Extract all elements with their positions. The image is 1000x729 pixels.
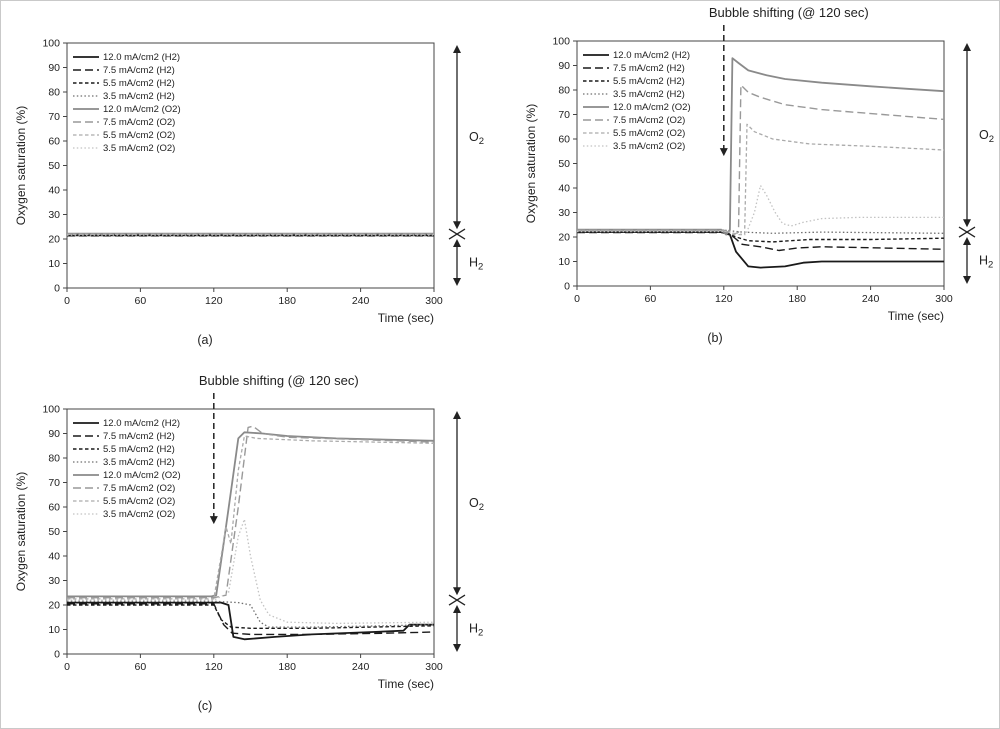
svg-text:5.5 mA/cm2 (O2): 5.5 mA/cm2 (O2) — [103, 496, 175, 507]
svg-text:180: 180 — [278, 661, 296, 673]
svg-text:50: 50 — [48, 526, 60, 538]
svg-text:120: 120 — [205, 295, 223, 307]
svg-text:120: 120 — [205, 661, 223, 673]
svg-text:O2: O2 — [469, 130, 484, 147]
svg-text:12.0 mA/cm2 (O2): 12.0 mA/cm2 (O2) — [103, 104, 181, 115]
svg-text:Oxygen saturation (%): Oxygen saturation (%) — [524, 104, 538, 223]
svg-text:60: 60 — [135, 295, 147, 307]
svg-text:30: 30 — [48, 209, 60, 221]
svg-text:3.5 mA/cm2 (O2): 3.5 mA/cm2 (O2) — [103, 509, 175, 520]
svg-text:20: 20 — [558, 232, 570, 244]
svg-text:70: 70 — [558, 109, 570, 121]
svg-text:7.5 mA/cm2 (O2): 7.5 mA/cm2 (O2) — [103, 117, 175, 128]
svg-text:90: 90 — [48, 62, 60, 74]
chart-a-caption: (a) — [197, 333, 213, 347]
svg-text:30: 30 — [558, 207, 570, 219]
svg-text:20: 20 — [48, 600, 60, 612]
svg-text:40: 40 — [558, 183, 570, 195]
svg-text:240: 240 — [352, 295, 370, 307]
chart-a-canvas: 0 10 20 30 40 50 60 70 80 90 100 0 60 120 180 240 300 Oxy… — [14, 38, 484, 326]
svg-text:12.0 mA/cm2 (H2): 12.0 mA/cm2 (H2) — [613, 50, 690, 61]
svg-text:80: 80 — [48, 453, 60, 465]
svg-text:10: 10 — [48, 258, 60, 270]
svg-text:Oxygen saturation (%): Oxygen saturation (%) — [14, 106, 28, 225]
svg-text:7.5 mA/cm2 (H2): 7.5 mA/cm2 (H2) — [103, 65, 175, 76]
svg-text:3.5 mA/cm2 (O2): 3.5 mA/cm2 (O2) — [103, 143, 175, 154]
svg-text:10: 10 — [48, 624, 60, 636]
svg-text:70: 70 — [48, 477, 60, 489]
svg-text:Bubble shifting (@ 120 sec): Bubble shifting (@ 120 sec) — [709, 5, 869, 20]
svg-text:5.5 mA/cm2 (H2): 5.5 mA/cm2 (H2) — [103, 78, 175, 89]
svg-text:5.5 mA/cm2 (H2): 5.5 mA/cm2 (H2) — [103, 444, 175, 455]
svg-text:Time (sec): Time (sec) — [378, 311, 434, 325]
chart-c-caption: (c) — [197, 699, 213, 713]
chart-c: 0 10 20 30 40 50 60 70 80 90 100 0 60 120 180 240 300 Oxy… — [9, 369, 491, 713]
svg-text:80: 80 — [558, 85, 570, 97]
svg-text:7.5 mA/cm2 (O2): 7.5 mA/cm2 (O2) — [613, 115, 685, 126]
svg-text:90: 90 — [48, 428, 60, 440]
svg-text:60: 60 — [48, 502, 60, 514]
svg-text:0: 0 — [54, 649, 60, 661]
svg-text:20: 20 — [48, 234, 60, 246]
svg-text:Oxygen saturation (%): Oxygen saturation (%) — [14, 472, 28, 591]
svg-text:50: 50 — [48, 160, 60, 172]
svg-text:60: 60 — [558, 134, 570, 146]
svg-text:40: 40 — [48, 551, 60, 563]
chart-c-canvas: 0 10 20 30 40 50 60 70 80 90 100 0 60 120 180 240 300 Oxy… — [14, 373, 484, 691]
svg-text:0: 0 — [64, 661, 70, 673]
svg-text:240: 240 — [862, 293, 880, 305]
svg-text:60: 60 — [135, 661, 147, 673]
svg-text:Time (sec): Time (sec) — [378, 677, 434, 691]
svg-text:7.5 mA/cm2 (H2): 7.5 mA/cm2 (H2) — [613, 63, 685, 74]
chart-b-caption: (b) — [707, 331, 723, 345]
svg-text:300: 300 — [425, 295, 443, 307]
chart-a: 0 10 20 30 40 50 60 70 80 90 100 0 60 120 180 240 300 Oxy… — [9, 3, 491, 348]
svg-text:60: 60 — [48, 136, 60, 148]
svg-text:300: 300 — [935, 293, 953, 305]
svg-text:12.0 mA/cm2 (H2): 12.0 mA/cm2 (H2) — [103, 418, 180, 429]
svg-text:80: 80 — [48, 87, 60, 99]
svg-text:100: 100 — [42, 404, 60, 416]
svg-text:70: 70 — [48, 111, 60, 123]
svg-text:100: 100 — [42, 38, 60, 50]
svg-text:180: 180 — [278, 295, 296, 307]
svg-text:H2: H2 — [469, 256, 483, 273]
svg-text:50: 50 — [558, 158, 570, 170]
svg-text:100: 100 — [552, 36, 570, 48]
chart-b: 0 10 20 30 40 50 60 70 80 90 100 0 60 120 180 240 300 Oxy… — [519, 1, 999, 345]
svg-text:180: 180 — [788, 293, 806, 305]
svg-text:H2: H2 — [469, 622, 483, 639]
svg-text:7.5 mA/cm2 (H2): 7.5 mA/cm2 (H2) — [103, 431, 175, 442]
chart-b-canvas: 0 10 20 30 40 50 60 70 80 90 100 0 60 120 180 240 300 Oxy… — [524, 5, 994, 323]
svg-text:5.5 mA/cm2 (H2): 5.5 mA/cm2 (H2) — [613, 76, 685, 87]
svg-text:5.5 mA/cm2 (O2): 5.5 mA/cm2 (O2) — [103, 130, 175, 141]
svg-text:5.5 mA/cm2 (O2): 5.5 mA/cm2 (O2) — [613, 128, 685, 139]
svg-text:0: 0 — [564, 281, 570, 293]
svg-text:3.5 mA/cm2 (O2): 3.5 mA/cm2 (O2) — [613, 141, 685, 152]
svg-text:90: 90 — [558, 60, 570, 72]
svg-text:0: 0 — [64, 295, 70, 307]
svg-text:0: 0 — [574, 293, 580, 305]
svg-text:60: 60 — [645, 293, 657, 305]
svg-text:120: 120 — [715, 293, 733, 305]
svg-text:3.5 mA/cm2 (H2): 3.5 mA/cm2 (H2) — [103, 457, 175, 468]
svg-text:30: 30 — [48, 575, 60, 587]
svg-text:12.0 mA/cm2 (O2): 12.0 mA/cm2 (O2) — [613, 102, 691, 113]
svg-text:7.5 mA/cm2 (O2): 7.5 mA/cm2 (O2) — [103, 483, 175, 494]
svg-text:Time (sec): Time (sec) — [888, 309, 944, 323]
svg-text:H2: H2 — [979, 254, 993, 271]
svg-text:0: 0 — [54, 283, 60, 295]
svg-text:10: 10 — [558, 256, 570, 268]
svg-text:O2: O2 — [979, 128, 994, 145]
svg-text:3.5 mA/cm2 (H2): 3.5 mA/cm2 (H2) — [613, 89, 685, 100]
svg-text:300: 300 — [425, 661, 443, 673]
svg-text:40: 40 — [48, 185, 60, 197]
svg-text:12.0 mA/cm2 (O2): 12.0 mA/cm2 (O2) — [103, 470, 181, 481]
svg-text:12.0 mA/cm2 (H2): 12.0 mA/cm2 (H2) — [103, 52, 180, 63]
svg-text:3.5 mA/cm2 (H2): 3.5 mA/cm2 (H2) — [103, 91, 175, 102]
svg-text:Bubble shifting (@ 120 sec): Bubble shifting (@ 120 sec) — [199, 373, 359, 388]
svg-text:O2: O2 — [469, 496, 484, 513]
svg-text:240: 240 — [352, 661, 370, 673]
